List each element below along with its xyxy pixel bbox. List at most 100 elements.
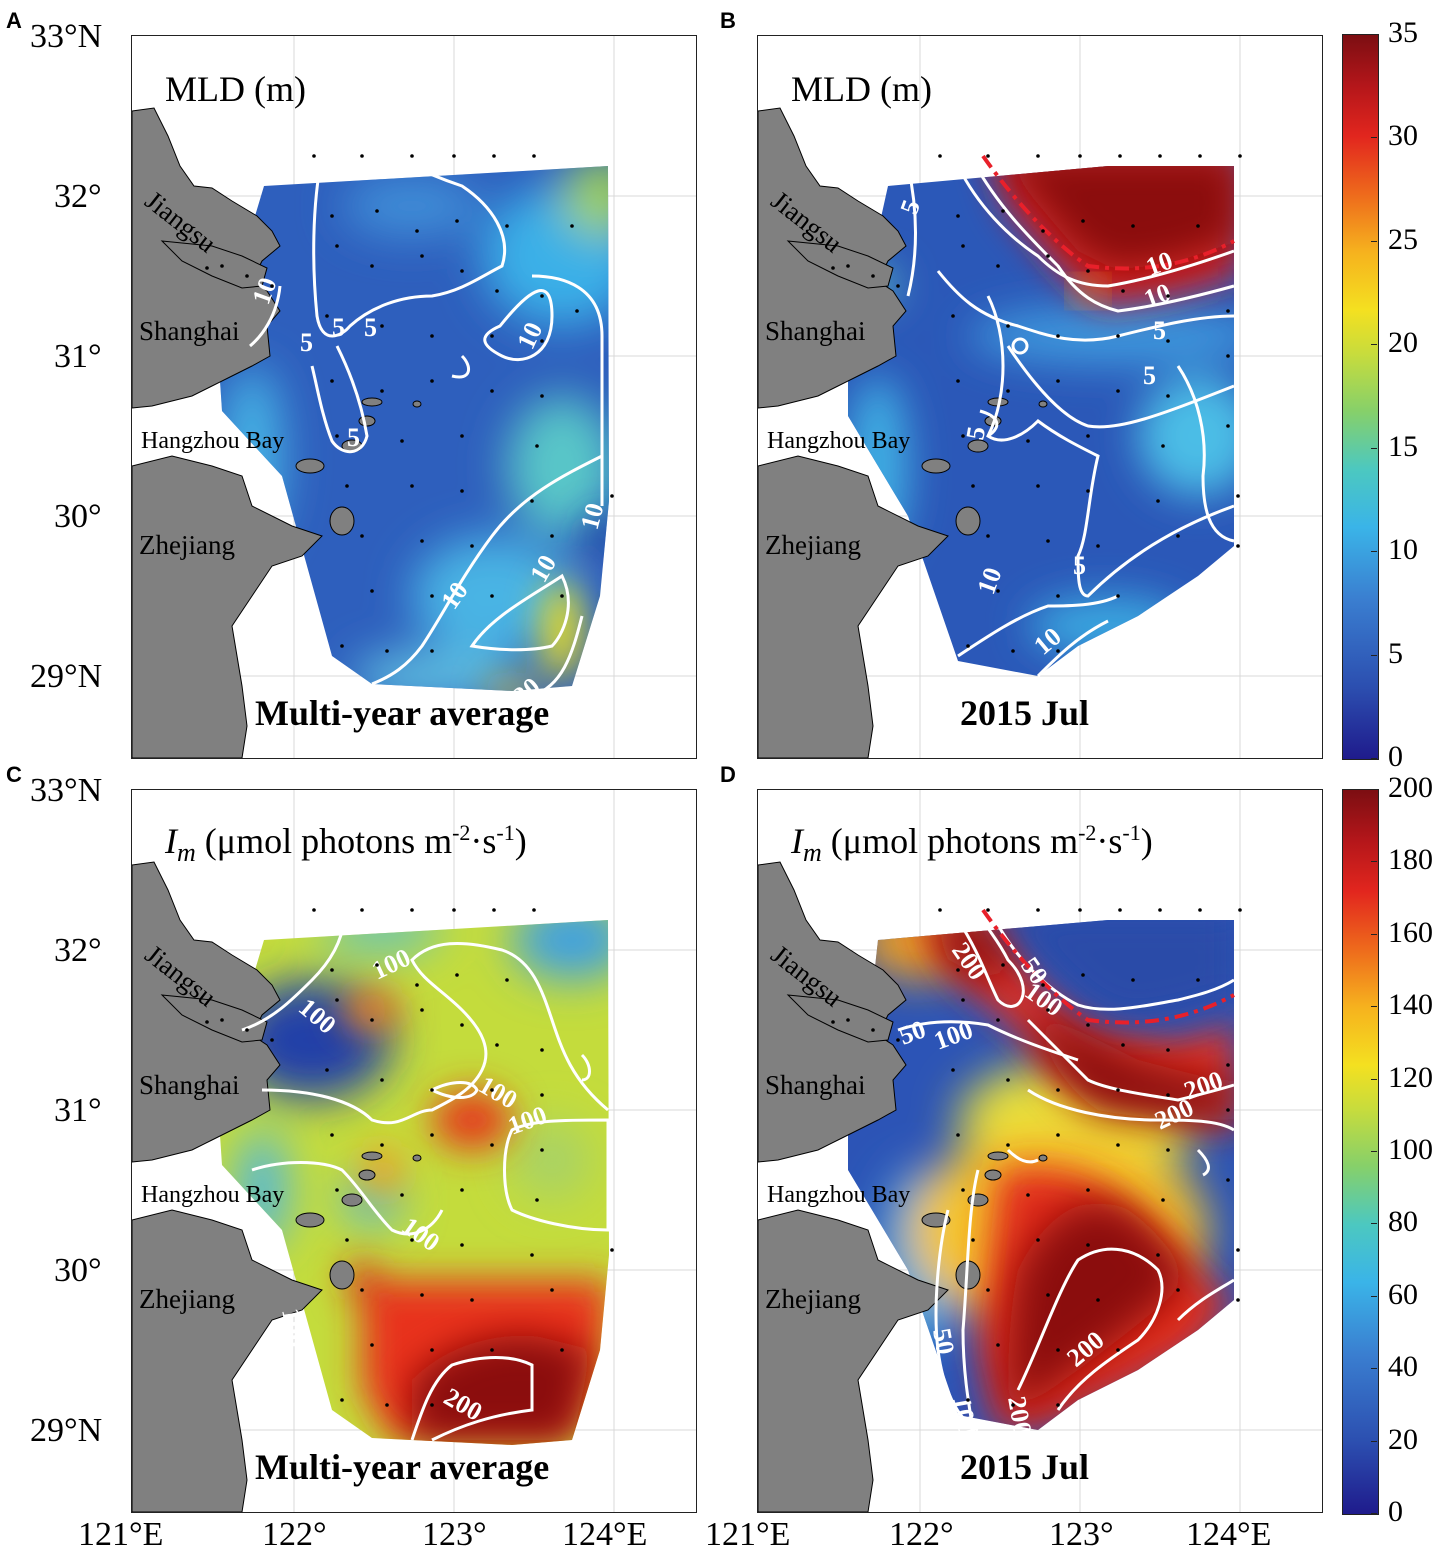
panel-d-subtitle: 2015 Jul bbox=[960, 1447, 1090, 1487]
lon-tick-121-right: 121°E bbox=[705, 1516, 791, 1553]
map-panel-d: 200 50 50 100 100 200 200 50 100 200 200 bbox=[757, 789, 1323, 1513]
panel-a-subtitle: Multi-year average bbox=[255, 693, 550, 733]
place-shanghai-d: Shanghai bbox=[765, 1070, 866, 1100]
light-tick: 40 bbox=[1388, 1350, 1418, 1384]
mld-tick-mark bbox=[1371, 240, 1377, 242]
contours bbox=[241, 919, 610, 1442]
title-dot: ·s bbox=[470, 821, 497, 861]
contour-label: 100 bbox=[947, 1394, 982, 1437]
land-mass bbox=[132, 107, 422, 758]
panel-b-subtitle: 2015 Jul bbox=[960, 693, 1090, 733]
land-mass bbox=[758, 861, 1048, 1512]
light-tick-mark bbox=[1371, 1078, 1377, 1080]
lon-tick-124-left: 124°E bbox=[562, 1516, 648, 1553]
lon-tick-122-left: 122° bbox=[262, 1516, 327, 1553]
map-canvas-d: 200 50 50 100 100 200 200 50 100 200 200 bbox=[758, 790, 1322, 1512]
panel-label-a: A bbox=[6, 8, 22, 33]
station-dots bbox=[205, 908, 614, 1407]
map-panel-c: 100 100 100 100 100 100 200 bbox=[131, 789, 697, 1513]
contour-label: 50 bbox=[927, 1326, 960, 1357]
contour-label: 5 bbox=[1153, 316, 1166, 345]
land-mass bbox=[132, 861, 422, 1512]
contour-label: 5 bbox=[300, 328, 313, 357]
title-close: ) bbox=[1140, 821, 1153, 861]
lon-tick-123-left: 123° bbox=[422, 1516, 487, 1553]
light-tick-mark bbox=[1371, 1151, 1377, 1152]
mld-tick-mark bbox=[1371, 758, 1377, 759]
lat-tick-32-bottom: 32° bbox=[54, 932, 102, 969]
contour-label: 5 bbox=[1143, 361, 1156, 390]
contour-label: 200 bbox=[1002, 1394, 1037, 1437]
light-tick: 0 bbox=[1388, 1495, 1403, 1528]
mld-tick: 25 bbox=[1388, 222, 1418, 256]
light-tick-mark bbox=[1371, 933, 1377, 935]
contour-label: 5 bbox=[960, 424, 991, 442]
light-tick-mark bbox=[1371, 1440, 1377, 1442]
contour-label: 100 bbox=[276, 1306, 311, 1349]
light-tick: 120 bbox=[1388, 1060, 1433, 1094]
light-tick-mark bbox=[1371, 1368, 1377, 1370]
lat-tick-29-top: 29°N bbox=[30, 658, 103, 695]
land-mass bbox=[758, 107, 1048, 758]
place-hangzhou-a: Hangzhou Bay bbox=[141, 428, 285, 454]
light-tick-mark bbox=[1371, 1295, 1377, 1297]
place-shanghai-b: Shanghai bbox=[765, 316, 866, 346]
title-subscript: m bbox=[177, 838, 196, 868]
panel-c-title: Im (μmol photons m-2·s-1) bbox=[165, 820, 527, 868]
place-hangzhou-c: Hangzhou Bay bbox=[141, 1182, 285, 1208]
mld-tick: 10 bbox=[1388, 533, 1418, 567]
light-tick: 140 bbox=[1388, 988, 1433, 1022]
panel-c-subtitle: Multi-year average bbox=[255, 1447, 550, 1487]
mld-tick: 15 bbox=[1388, 429, 1418, 463]
station-dots bbox=[831, 908, 1242, 1407]
mld-field bbox=[217, 166, 609, 691]
station-dots bbox=[205, 154, 614, 653]
place-shanghai-c: Shanghai bbox=[139, 1070, 240, 1100]
mld-tick-mark bbox=[1371, 344, 1377, 346]
panel-label-c: C bbox=[6, 762, 22, 787]
lat-tick-31-top: 31° bbox=[54, 338, 102, 375]
light-field bbox=[848, 920, 1234, 1430]
light-tick: 160 bbox=[1388, 915, 1433, 949]
title-units: (μmol photons m bbox=[830, 821, 1079, 861]
place-zhejiang-a: Zhejiang bbox=[139, 530, 235, 560]
mld-tick: 35 bbox=[1388, 16, 1418, 49]
front-line bbox=[981, 908, 1235, 1025]
lon-tick-123-right: 123° bbox=[1049, 1516, 1114, 1553]
panel-d-title: Im (μmol photons m-2·s-1) bbox=[791, 820, 1153, 868]
light-tick-mark bbox=[1371, 861, 1377, 863]
panel-label-d: D bbox=[720, 762, 736, 787]
title-exp1: -2 bbox=[452, 820, 471, 845]
contour-label: 5 bbox=[1073, 551, 1086, 580]
map-panel-a: 10 5 5 5 10 10 10 10 5 20 bbox=[131, 35, 697, 759]
lon-tick-122-right: 122° bbox=[889, 1516, 954, 1553]
light-tick-mark bbox=[1371, 789, 1377, 790]
place-hangzhou-d: Hangzhou Bay bbox=[767, 1182, 911, 1208]
title-close: ) bbox=[514, 821, 527, 861]
place-zhejiang-b: Zhejiang bbox=[765, 530, 861, 560]
contours bbox=[906, 160, 1235, 678]
lat-tick-30-bottom: 30° bbox=[54, 1252, 102, 1289]
title-exp2: -1 bbox=[496, 820, 515, 845]
light-tick: 100 bbox=[1388, 1133, 1433, 1166]
light-tick: 20 bbox=[1388, 1422, 1418, 1456]
title-symbol: I bbox=[791, 821, 803, 861]
mld-tick-mark bbox=[1371, 137, 1377, 139]
place-shanghai-a: Shanghai bbox=[139, 316, 240, 346]
lat-tick-31-bottom: 31° bbox=[54, 1092, 102, 1129]
lat-tick-32-top: 32° bbox=[54, 178, 102, 215]
contour-label: 5 bbox=[364, 313, 377, 342]
title-exp1: -2 bbox=[1078, 820, 1097, 845]
panel-a-title: MLD (m) bbox=[165, 69, 306, 109]
lon-tick-124-right: 124°E bbox=[1186, 1516, 1272, 1553]
mld-tick-mark bbox=[1371, 551, 1377, 553]
lat-tick-29-bottom: 29°N bbox=[30, 1412, 103, 1449]
place-zhejiang-c: Zhejiang bbox=[139, 1284, 235, 1314]
mld-tick: 20 bbox=[1388, 326, 1418, 360]
place-hangzhou-b: Hangzhou Bay bbox=[767, 428, 911, 454]
light-tick: 200 bbox=[1388, 771, 1433, 804]
mld-tick-mark bbox=[1371, 447, 1377, 449]
map-canvas-a: 10 5 5 5 10 10 10 10 5 20 bbox=[132, 36, 696, 758]
title-dot: ·s bbox=[1096, 821, 1123, 861]
title-exp2: -1 bbox=[1122, 820, 1141, 845]
